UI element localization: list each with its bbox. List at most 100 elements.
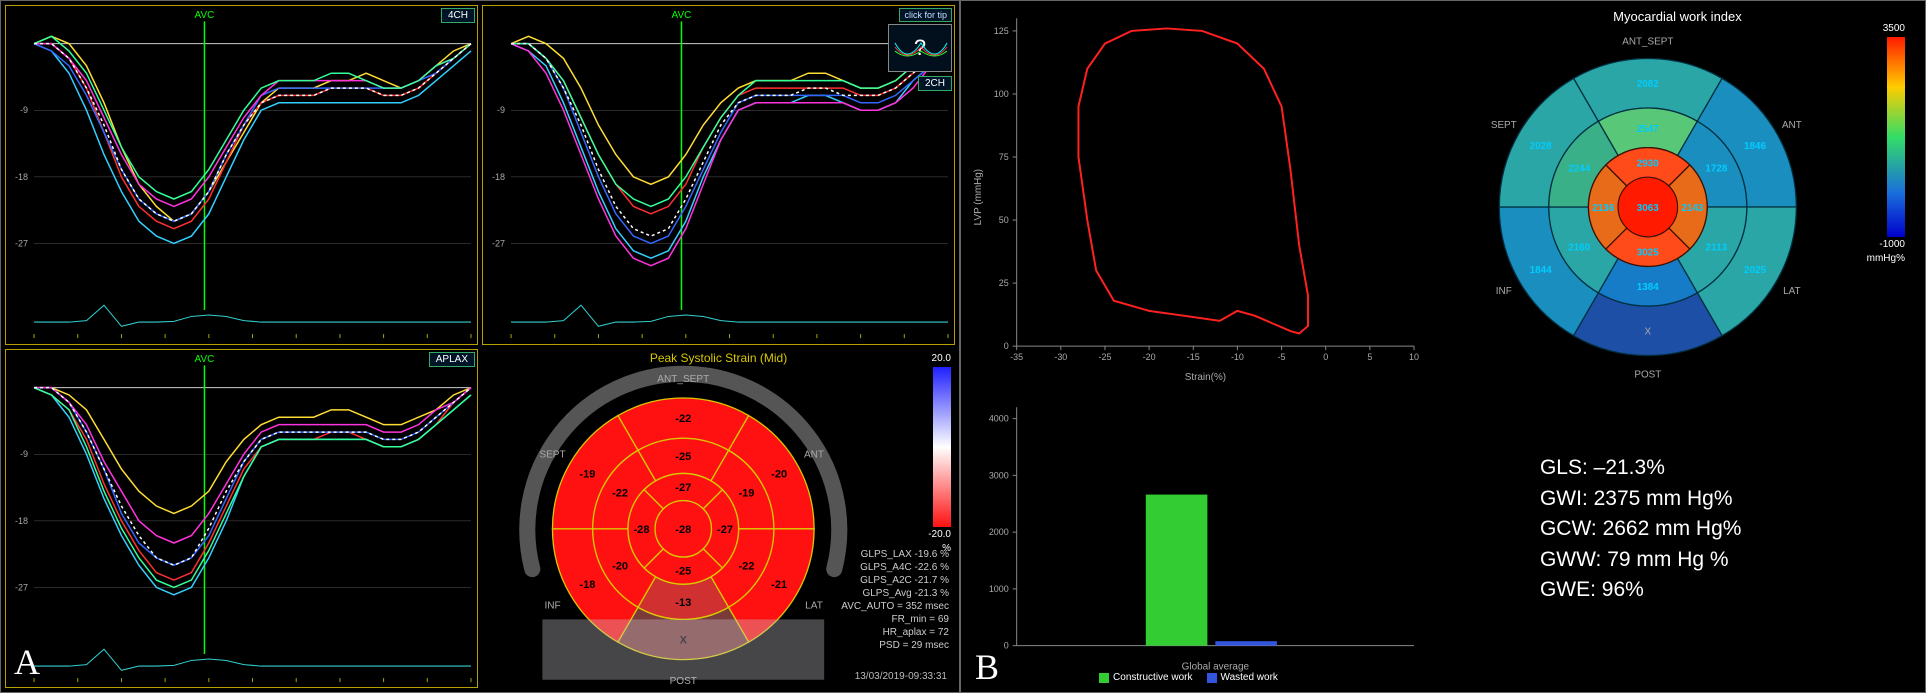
svg-text:-19: -19 — [579, 468, 595, 480]
svg-text:-22: -22 — [738, 560, 754, 572]
stats-block: GLPS_LAX -19.6 %GLPS_A4C -22.6 %GLPS_A2C… — [841, 548, 949, 652]
avc-label-2ch: AVC — [672, 10, 692, 21]
svg-text:SEPT: SEPT — [1491, 120, 1517, 131]
svg-text:-18: -18 — [15, 172, 28, 182]
svg-text:-13: -13 — [675, 596, 691, 608]
svg-text:POST: POST — [1634, 369, 1661, 380]
strain-plot-2ch[interactable]: click for tip ? 2CH AVC -9-18-27 — [482, 5, 955, 345]
svg-text:-27: -27 — [717, 523, 733, 535]
click-tip[interactable]: click for tip — [899, 8, 952, 22]
svg-text:LAT: LAT — [805, 600, 823, 611]
svg-text:2082: 2082 — [1637, 79, 1660, 90]
svg-text:75: 75 — [999, 152, 1009, 162]
svg-text:-30: -30 — [1054, 352, 1067, 362]
scale-top-a: 20.0 — [932, 353, 951, 364]
svg-text:125: 125 — [994, 26, 1009, 36]
strain-svg-4ch: -9 -18 -27 — [6, 6, 477, 344]
panel-a: 4CH AVC -9-18-27 click for tip ? 2CH AVC… — [0, 0, 960, 693]
svg-text:INF: INF — [544, 600, 560, 611]
svg-text:-21: -21 — [771, 579, 787, 591]
svg-text:50: 50 — [999, 215, 1009, 225]
svg-text:-28: -28 — [634, 523, 650, 535]
scale-bot-a: -20.0 — [928, 529, 951, 540]
mwi-scalebar: 3500 -1000 mmHg% — [1887, 37, 1905, 237]
svg-text:100: 100 — [994, 89, 1009, 99]
svg-text:0: 0 — [1004, 341, 1009, 351]
svg-text:INF: INF — [1496, 286, 1512, 297]
svg-text:Strain(%): Strain(%) — [1185, 372, 1226, 383]
bar-legend: Constructive workWasted work — [967, 670, 1424, 688]
svg-text:2025: 2025 — [1744, 265, 1767, 276]
svg-text:-25: -25 — [675, 450, 691, 462]
svg-text:-19: -19 — [738, 487, 754, 499]
svg-text:-20: -20 — [1143, 352, 1156, 362]
mwi-title: Myocardial work index — [1430, 9, 1925, 24]
svg-text:-27: -27 — [15, 582, 28, 592]
panel-letter-a: A — [14, 641, 40, 683]
svg-text:2930: 2930 — [1637, 158, 1660, 169]
svg-text:-27: -27 — [492, 238, 505, 248]
svg-text:4000: 4000 — [989, 414, 1009, 424]
svg-text:-18: -18 — [15, 515, 28, 525]
pv-loop-cell: -35-30-25-20-15-10-505100255075100125Str… — [967, 7, 1424, 387]
svg-text:-18: -18 — [492, 172, 505, 182]
help-icon[interactable]: ? — [888, 24, 952, 72]
svg-text:2547: 2547 — [1637, 124, 1660, 135]
bullseye-a-cell: Peak Systolic Strain (Mid) -22-20-21X-18… — [482, 349, 955, 689]
panel-b: -35-30-25-20-15-10-505100255075100125Str… — [960, 0, 1926, 693]
svg-text:3000: 3000 — [989, 471, 1009, 481]
svg-text:-18: -18 — [579, 579, 595, 591]
view-badge-aplax: APLAX — [429, 352, 475, 367]
mwi-bullseye-cell: Myocardial work index 208218462025X18442… — [1430, 7, 1925, 387]
scale-bot-b: -1000 — [1879, 239, 1905, 250]
timestamp: 13/03/2019-09:33:31 — [855, 671, 947, 682]
svg-text:1844: 1844 — [1530, 265, 1553, 276]
svg-text:2113: 2113 — [1706, 243, 1728, 254]
svg-text:ANT_SEPT: ANT_SEPT — [657, 373, 709, 384]
svg-text:2143: 2143 — [1681, 203, 1704, 214]
bullseye-title: Peak Systolic Strain (Mid) — [482, 351, 955, 365]
scale-unit-b: mmHg% — [1867, 253, 1905, 264]
svg-text:LVP (mmHg): LVP (mmHg) — [973, 169, 984, 225]
bullseye-b-svg: 208218462025X184420282547172821131384216… — [1430, 7, 1925, 387]
svg-text:X: X — [1644, 327, 1651, 338]
strain-scalebar: 20.0 -20.0 % — [933, 367, 951, 527]
view-badge-4ch: 4CH — [441, 8, 475, 23]
svg-text:-28: -28 — [675, 523, 691, 535]
avc-label-aplax: AVC — [195, 354, 215, 365]
svg-text:-9: -9 — [20, 105, 28, 115]
svg-text:2136: 2136 — [1592, 203, 1615, 214]
svg-text:-22: -22 — [675, 413, 691, 425]
svg-text:ANT: ANT — [804, 449, 824, 460]
svg-text:-25: -25 — [1099, 352, 1112, 362]
svg-text:-35: -35 — [1010, 352, 1023, 362]
strain-plot-4ch[interactable]: 4CH AVC -9 -18 -27 — [5, 5, 478, 345]
svg-text:5: 5 — [1367, 352, 1372, 362]
svg-text:ANT: ANT — [1782, 120, 1802, 131]
results-cell: GLS: –21.3%GWI: 2375 mm Hg%GCW: 2662 mm … — [1430, 393, 1925, 692]
svg-text:-25: -25 — [675, 565, 691, 577]
scale-top-b: 3500 — [1883, 23, 1905, 34]
svg-text:1846: 1846 — [1744, 141, 1767, 152]
svg-text:-22: -22 — [612, 487, 628, 499]
panel-letter-b: B — [975, 646, 999, 688]
svg-text:2028: 2028 — [1530, 141, 1553, 152]
strain-plot-aplax[interactable]: APLAX AVC -9 -18 -27 A — [5, 349, 478, 689]
strain-svg-2ch: -9 -18 -27 — [483, 6, 954, 344]
svg-text:-27: -27 — [675, 482, 691, 494]
svg-text:LAT: LAT — [1783, 286, 1800, 297]
svg-text:3025: 3025 — [1637, 248, 1660, 259]
svg-text:2244: 2244 — [1568, 163, 1591, 174]
svg-text:1384: 1384 — [1637, 282, 1660, 293]
svg-text:SEPT: SEPT — [539, 449, 565, 460]
avc-label-4ch: AVC — [195, 10, 215, 21]
svg-text:2000: 2000 — [989, 527, 1009, 537]
svg-text:-27: -27 — [15, 238, 28, 248]
svg-text:-20: -20 — [612, 560, 628, 572]
svg-text:1000: 1000 — [989, 584, 1009, 594]
svg-text:-9: -9 — [497, 105, 505, 115]
svg-text:-9: -9 — [20, 449, 28, 459]
svg-text:25: 25 — [999, 278, 1009, 288]
pv-loop-svg: -35-30-25-20-15-10-505100255075100125Str… — [967, 7, 1424, 387]
svg-text:1728: 1728 — [1705, 163, 1728, 174]
